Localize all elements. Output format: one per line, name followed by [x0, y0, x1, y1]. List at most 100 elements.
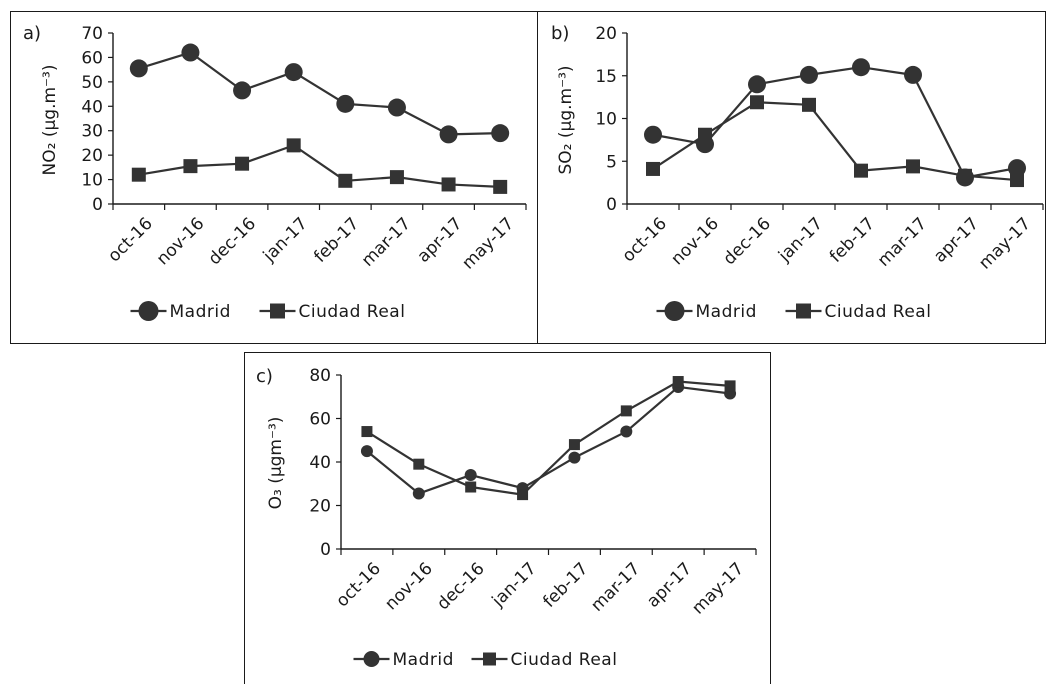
y-tick-label: 20: [309, 497, 331, 517]
chart-panel-b: b) SO₂ (µg.m⁻³) 0 5 10 15 20 oct-16 nov-16 dec-16…: [537, 11, 1046, 344]
legend-item-madrid: Madrid: [130, 301, 231, 322]
data-point-madrid: [387, 98, 406, 117]
series-line-madrid: [366, 385, 731, 495]
data-point-madrid: [336, 94, 355, 113]
y-axis-label: NO₂ (µg.m⁻³): [40, 65, 60, 176]
data-point-ciudad-real: [361, 426, 373, 438]
x-tick-label: oct-16: [618, 214, 670, 266]
y-tick-label: 0: [606, 195, 617, 215]
data-point-ciudad-real: [338, 173, 353, 188]
data-point-ciudad-real: [183, 159, 198, 174]
y-tick-label: 50: [81, 73, 103, 93]
x-tick-label: mar-17: [874, 214, 931, 271]
x-tick-label: oct-16: [104, 214, 156, 266]
data-point-ciudad-real: [517, 489, 529, 501]
y-tick-label: 0: [320, 540, 331, 560]
data-point-madrid: [181, 43, 200, 62]
y-tick-label: 60: [81, 48, 103, 68]
legend-marker-square: [270, 303, 285, 319]
y-tick-label: 70: [81, 24, 103, 44]
series-line-ciudad-real: [652, 101, 1018, 182]
data-point-ciudad-real: [854, 163, 868, 178]
chart-b-svg: b) SO₂ (µg.m⁻³) 0 5 10 15 20 oct-16nov-16dec-16…: [551, 23, 1044, 322]
series-line-ciudad-real: [366, 380, 731, 496]
y-axis-label: SO₂ (µg.m⁻³): [556, 65, 576, 174]
x-tick-label: oct-16: [332, 559, 384, 611]
y-tick-label: 80: [309, 366, 331, 386]
legend-marker-circle: [664, 301, 685, 321]
chart-panel-c: c) O₃ (µgm⁻³) 0 20 40 60 80 oct-16 nov-16 dec-16 j…: [244, 352, 771, 684]
data-point-ciudad-real: [646, 161, 660, 176]
data-point-ciudad-real: [413, 458, 425, 470]
data-point-ciudad-real: [131, 167, 146, 182]
legend-label: Ciudad Real: [299, 302, 406, 322]
x-tick-label: mar-17: [587, 559, 644, 616]
legend-item-ciudad-real: Ciudad Real: [785, 302, 931, 322]
x-tick-label: nov-16: [667, 214, 723, 270]
y-axis-label: O₃ (µgm⁻³): [266, 417, 286, 510]
data-point-ciudad-real: [698, 127, 712, 142]
chart-panel-a: a) NO₂ (µg.m⁻³) 0 10 20 30 40 50 60 70 oct-16 nov-1…: [10, 11, 538, 344]
data-point-ciudad-real: [493, 179, 508, 194]
x-tick-label: may-17: [458, 214, 518, 274]
series-line-madrid: [652, 66, 1018, 179]
data-point-madrid: [439, 125, 458, 144]
data-point-madrid: [644, 125, 662, 144]
data-point-ciudad-real: [958, 168, 972, 183]
x-tick-label: dec-16: [720, 214, 775, 269]
series-line-ciudad-real: [138, 144, 501, 188]
x-tick-label: feb-17: [826, 214, 879, 267]
panel-label: b): [551, 23, 569, 44]
data-point-madrid: [129, 59, 148, 78]
data-point-madrid: [904, 65, 922, 84]
y-tick-label: 0: [92, 195, 103, 215]
data-point-madrid: [464, 469, 477, 482]
data-point-madrid: [1008, 159, 1026, 178]
data-point-madrid: [620, 425, 633, 438]
legend-item-ciudad-real: Ciudad Real: [471, 650, 618, 670]
data-point-ciudad-real: [1010, 173, 1024, 188]
data-point-ciudad-real: [389, 170, 404, 185]
legend-item-madrid: Madrid: [656, 301, 756, 322]
data-point-madrid: [748, 75, 766, 94]
y-tick-label: 10: [595, 110, 617, 130]
y-tick-label: 40: [309, 453, 331, 473]
data-point-ciudad-real: [750, 95, 764, 110]
panel-label: a): [23, 23, 41, 44]
data-point-madrid: [800, 65, 818, 84]
y-tick-label: 5: [606, 152, 617, 172]
data-point-madrid: [852, 58, 870, 77]
data-point-ciudad-real: [235, 156, 250, 171]
legend-label: Madrid: [393, 650, 454, 670]
data-point-madrid: [412, 487, 425, 500]
legend-label: Madrid: [170, 302, 231, 322]
legend-label: Ciudad Real: [511, 650, 618, 670]
x-tick-label: feb-17: [539, 559, 592, 612]
data-point-ciudad-real: [286, 138, 301, 153]
y-tick-label: 10: [81, 171, 103, 191]
x-tick-label: nov-16: [153, 214, 209, 270]
data-point-ciudad-real: [568, 439, 580, 451]
y-tick-label: 20: [81, 146, 103, 166]
legend-marker-square: [483, 652, 496, 666]
x-tick-label: dec-16: [205, 214, 260, 269]
legend-item-madrid: Madrid: [353, 650, 454, 670]
x-tick-label: jan-17: [259, 214, 312, 267]
data-point-madrid: [491, 124, 510, 143]
y-tick-label: 15: [595, 67, 617, 87]
y-tick-label: 30: [81, 122, 103, 142]
panel-label: c): [256, 366, 273, 387]
x-tick-label: may-17: [975, 214, 1035, 274]
legend-marker-circle: [363, 651, 380, 667]
data-point-madrid: [233, 81, 252, 100]
data-point-madrid: [284, 63, 303, 82]
x-tick-label: jan-17: [774, 214, 827, 267]
data-point-ciudad-real: [906, 159, 920, 174]
legend-marker-circle: [138, 301, 159, 321]
x-tick-label: dec-16: [433, 559, 488, 614]
y-tick-label: 40: [81, 97, 103, 117]
data-point-ciudad-real: [724, 380, 736, 392]
x-tick-label: may-17: [688, 559, 748, 619]
data-point-madrid: [568, 451, 581, 464]
